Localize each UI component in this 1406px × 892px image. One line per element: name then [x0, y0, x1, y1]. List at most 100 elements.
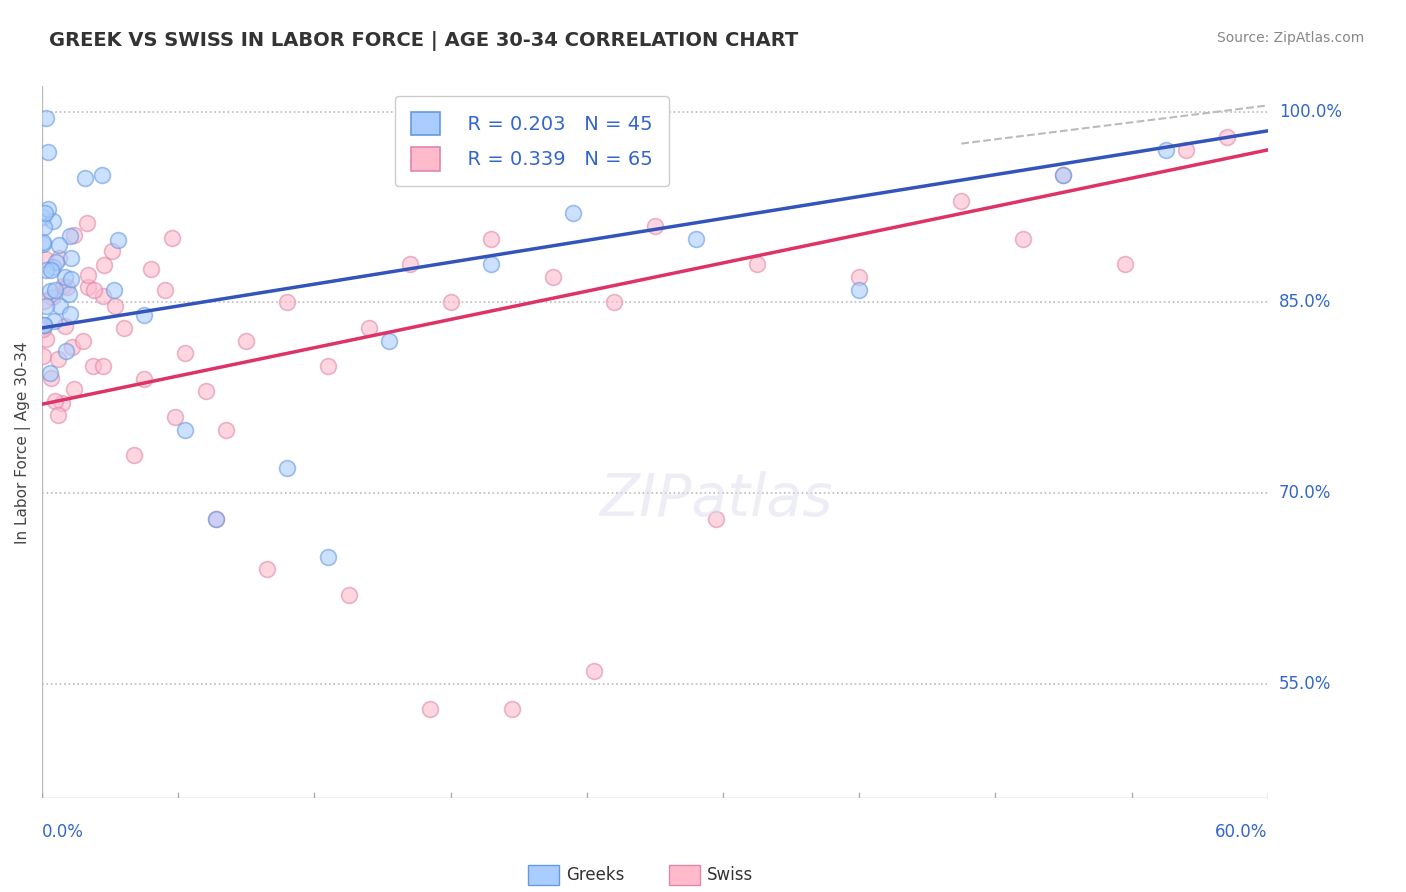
Point	[337, 588, 360, 602]
Point	[39, 371, 62, 385]
Point	[32, 321, 55, 335]
Point	[44, 283, 66, 297]
Point	[215, 423, 238, 437]
Point	[704, 511, 727, 525]
Point	[34, 332, 56, 346]
Point	[1052, 169, 1074, 183]
Point	[60, 340, 83, 354]
Point	[950, 194, 973, 208]
Point	[398, 257, 420, 271]
Text: GREEK VS SWISS IN LABOR FORCE | AGE 30-34 CORRELATION CHART: GREEK VS SWISS IN LABOR FORCE | AGE 30-3…	[49, 31, 799, 51]
Text: Swiss: Swiss	[707, 866, 754, 884]
Point	[63, 227, 86, 242]
Point	[160, 231, 183, 245]
Point	[378, 334, 401, 348]
Point	[1154, 143, 1177, 157]
Point	[419, 702, 441, 716]
Text: Greeks: Greeks	[567, 866, 624, 884]
Point	[122, 448, 145, 462]
Point	[134, 308, 156, 322]
Point	[276, 295, 298, 310]
Point	[53, 318, 76, 333]
Point	[112, 321, 135, 335]
Point	[59, 307, 82, 321]
Text: 85.0%: 85.0%	[1279, 293, 1331, 311]
Point	[48, 251, 70, 265]
Point	[52, 279, 75, 293]
Point	[848, 270, 870, 285]
Point	[53, 269, 76, 284]
Point	[235, 334, 257, 348]
Point	[82, 359, 104, 374]
Point	[55, 344, 77, 359]
Point	[56, 280, 79, 294]
Point	[562, 206, 585, 220]
Point	[276, 460, 298, 475]
Point	[90, 168, 112, 182]
Point	[37, 145, 59, 160]
Point	[83, 283, 105, 297]
Point	[644, 219, 666, 234]
Point	[440, 295, 463, 310]
Point	[174, 346, 197, 360]
Point	[93, 258, 115, 272]
Point	[35, 263, 58, 277]
Point	[541, 270, 564, 285]
Point	[603, 295, 626, 310]
Point	[582, 664, 605, 678]
Point	[357, 321, 380, 335]
Point	[141, 262, 163, 277]
Point	[501, 702, 523, 716]
Point	[685, 232, 707, 246]
Point	[194, 384, 217, 399]
Point	[174, 423, 197, 437]
Text: 60.0%: 60.0%	[1215, 823, 1268, 841]
Point	[49, 299, 72, 313]
Point	[39, 262, 62, 277]
Point	[1052, 169, 1074, 183]
Point	[58, 229, 80, 244]
Point	[62, 382, 84, 396]
Text: ZIPatlas: ZIPatlas	[599, 471, 832, 528]
Point	[39, 285, 62, 299]
Point	[32, 349, 55, 363]
Point	[75, 170, 97, 185]
Point	[104, 299, 127, 313]
Point	[134, 372, 156, 386]
Text: 70.0%: 70.0%	[1279, 484, 1331, 502]
Text: 55.0%: 55.0%	[1279, 675, 1331, 693]
Point	[42, 213, 65, 227]
Point	[58, 286, 80, 301]
Point	[32, 211, 55, 225]
Point	[59, 251, 82, 265]
Text: Source: ZipAtlas.com: Source: ZipAtlas.com	[1216, 31, 1364, 45]
Point	[77, 268, 100, 283]
Point	[77, 280, 100, 294]
Point	[163, 409, 186, 424]
Point	[93, 359, 115, 373]
Point	[1114, 257, 1136, 271]
Point	[32, 235, 55, 250]
Point	[103, 283, 125, 297]
Point	[481, 257, 503, 271]
Point	[38, 366, 60, 380]
Text: 100.0%: 100.0%	[1279, 103, 1341, 120]
Point	[41, 290, 63, 304]
Point	[107, 233, 129, 247]
Point	[32, 318, 55, 332]
Point	[35, 111, 58, 125]
Point	[48, 238, 70, 252]
Point	[34, 252, 56, 266]
Point	[37, 202, 59, 216]
Y-axis label: In Labor Force | Age 30-34: In Labor Force | Age 30-34	[15, 341, 31, 543]
Point	[51, 396, 73, 410]
Point	[1216, 130, 1239, 145]
Point	[481, 232, 503, 246]
Point	[204, 511, 226, 525]
Point	[1011, 232, 1033, 246]
Point	[1175, 143, 1198, 157]
Point	[32, 320, 55, 334]
Point	[44, 394, 66, 409]
Point	[745, 257, 768, 271]
Point	[44, 314, 66, 328]
